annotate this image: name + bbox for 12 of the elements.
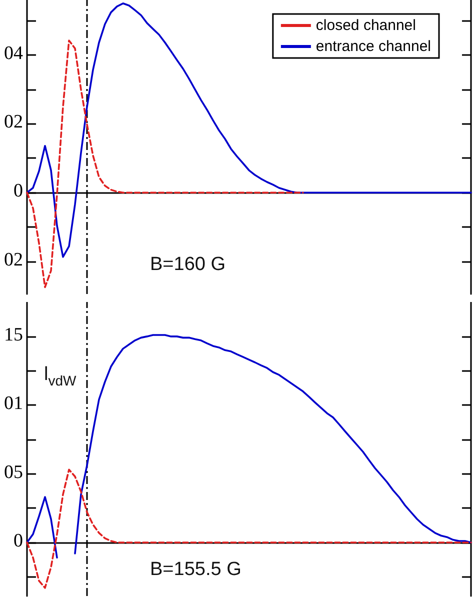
text: 02 (4, 249, 23, 270)
annotation: B=160 G (150, 254, 226, 275)
legend-label: closed channel (316, 17, 416, 34)
text: 02 (4, 112, 23, 133)
text: 05 (4, 462, 23, 483)
text: 0 (14, 180, 23, 202)
annotation: B=155.5 G (150, 559, 242, 580)
text: 15 (4, 324, 23, 346)
text: 04 (4, 43, 24, 64)
legend-label: entrance channel (316, 38, 432, 55)
text: 0 (14, 530, 23, 552)
text: 01 (4, 393, 23, 414)
